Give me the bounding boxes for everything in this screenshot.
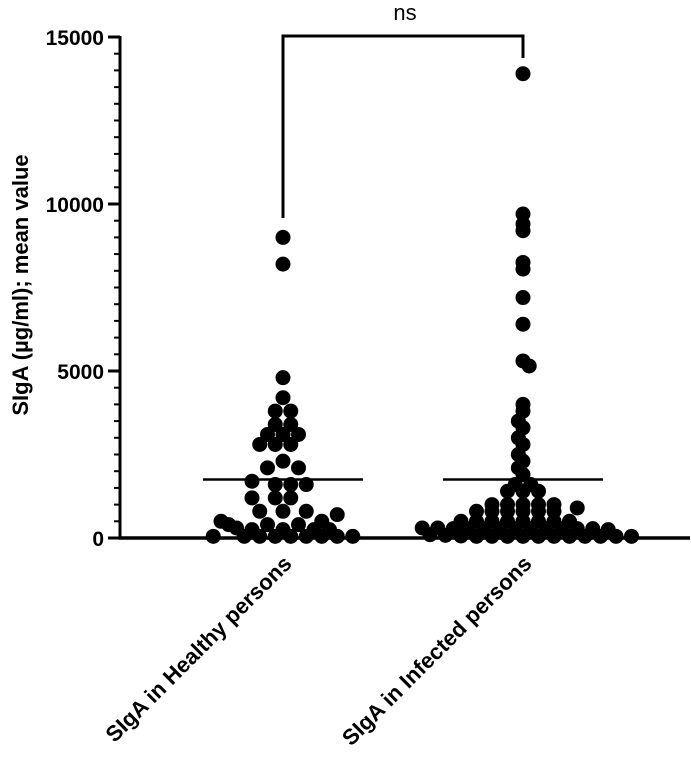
data-point [438,527,453,543]
data-point [624,528,639,544]
data-point [314,528,330,544]
data-point [267,528,283,544]
data-point [291,517,306,533]
y-axis: 0 5000 10000 15000 [46,27,122,551]
data-point [515,528,531,544]
data-point [260,517,275,533]
data-point [275,229,291,245]
data-point [283,436,299,452]
data-point [275,503,291,519]
y-tick-label: 0 [92,528,104,551]
data-point [531,483,546,499]
data-point [205,528,221,544]
y-tick-label: 10000 [46,194,104,217]
data-point [515,66,531,82]
significance-bracket: ns [281,0,525,218]
data-point [546,528,562,544]
data-point [469,528,484,544]
data-point [252,436,268,452]
data-point [267,490,283,506]
data-point [562,528,577,544]
data-point [283,477,299,493]
data-point [252,528,268,544]
series-2 [414,66,639,544]
x-category-label: SIgA in Healthy persons [100,551,296,747]
data-point [244,490,260,506]
significance-label: ns [393,0,416,25]
data-points [205,66,639,544]
category-labels: SIgA in Healthy persons SIgA in Infected … [100,551,536,750]
data-point [291,460,306,476]
data-point [260,460,275,476]
data-point [275,370,291,386]
data-point [569,500,585,516]
y-tick-label: 15000 [46,27,104,50]
data-point [500,528,515,544]
data-point [453,528,469,544]
data-point [515,316,531,332]
data-point [298,528,314,544]
data-point [521,358,537,374]
y-tick-label: 5000 [57,361,104,384]
data-point [283,490,299,506]
data-point [577,528,593,544]
data-point [329,528,345,544]
data-point [593,528,608,544]
data-point [608,528,624,544]
data-point [252,503,268,519]
data-point [484,528,500,544]
data-point [329,507,345,523]
data-point [275,256,291,272]
data-point [267,477,283,493]
data-point [345,528,361,544]
data-point [283,403,299,419]
data-point [275,453,291,469]
data-point [515,483,531,499]
data-point [515,223,531,239]
data-point [275,390,291,406]
data-point [422,527,438,543]
data-point [267,436,283,452]
data-point [283,528,299,544]
data-point [244,473,260,489]
data-point [298,477,314,493]
data-point [531,528,546,544]
data-point [515,261,531,277]
data-point [515,290,531,306]
data-point [298,503,314,519]
data-point [267,403,283,419]
data-point [236,528,252,544]
y-axis-title: SIgA (µg/ml); mean value [8,154,33,415]
significance-bracket-line [281,34,525,218]
series-1 [205,229,361,544]
data-point [500,483,515,499]
x-category-label: SIgA in Infected persons [337,551,536,750]
